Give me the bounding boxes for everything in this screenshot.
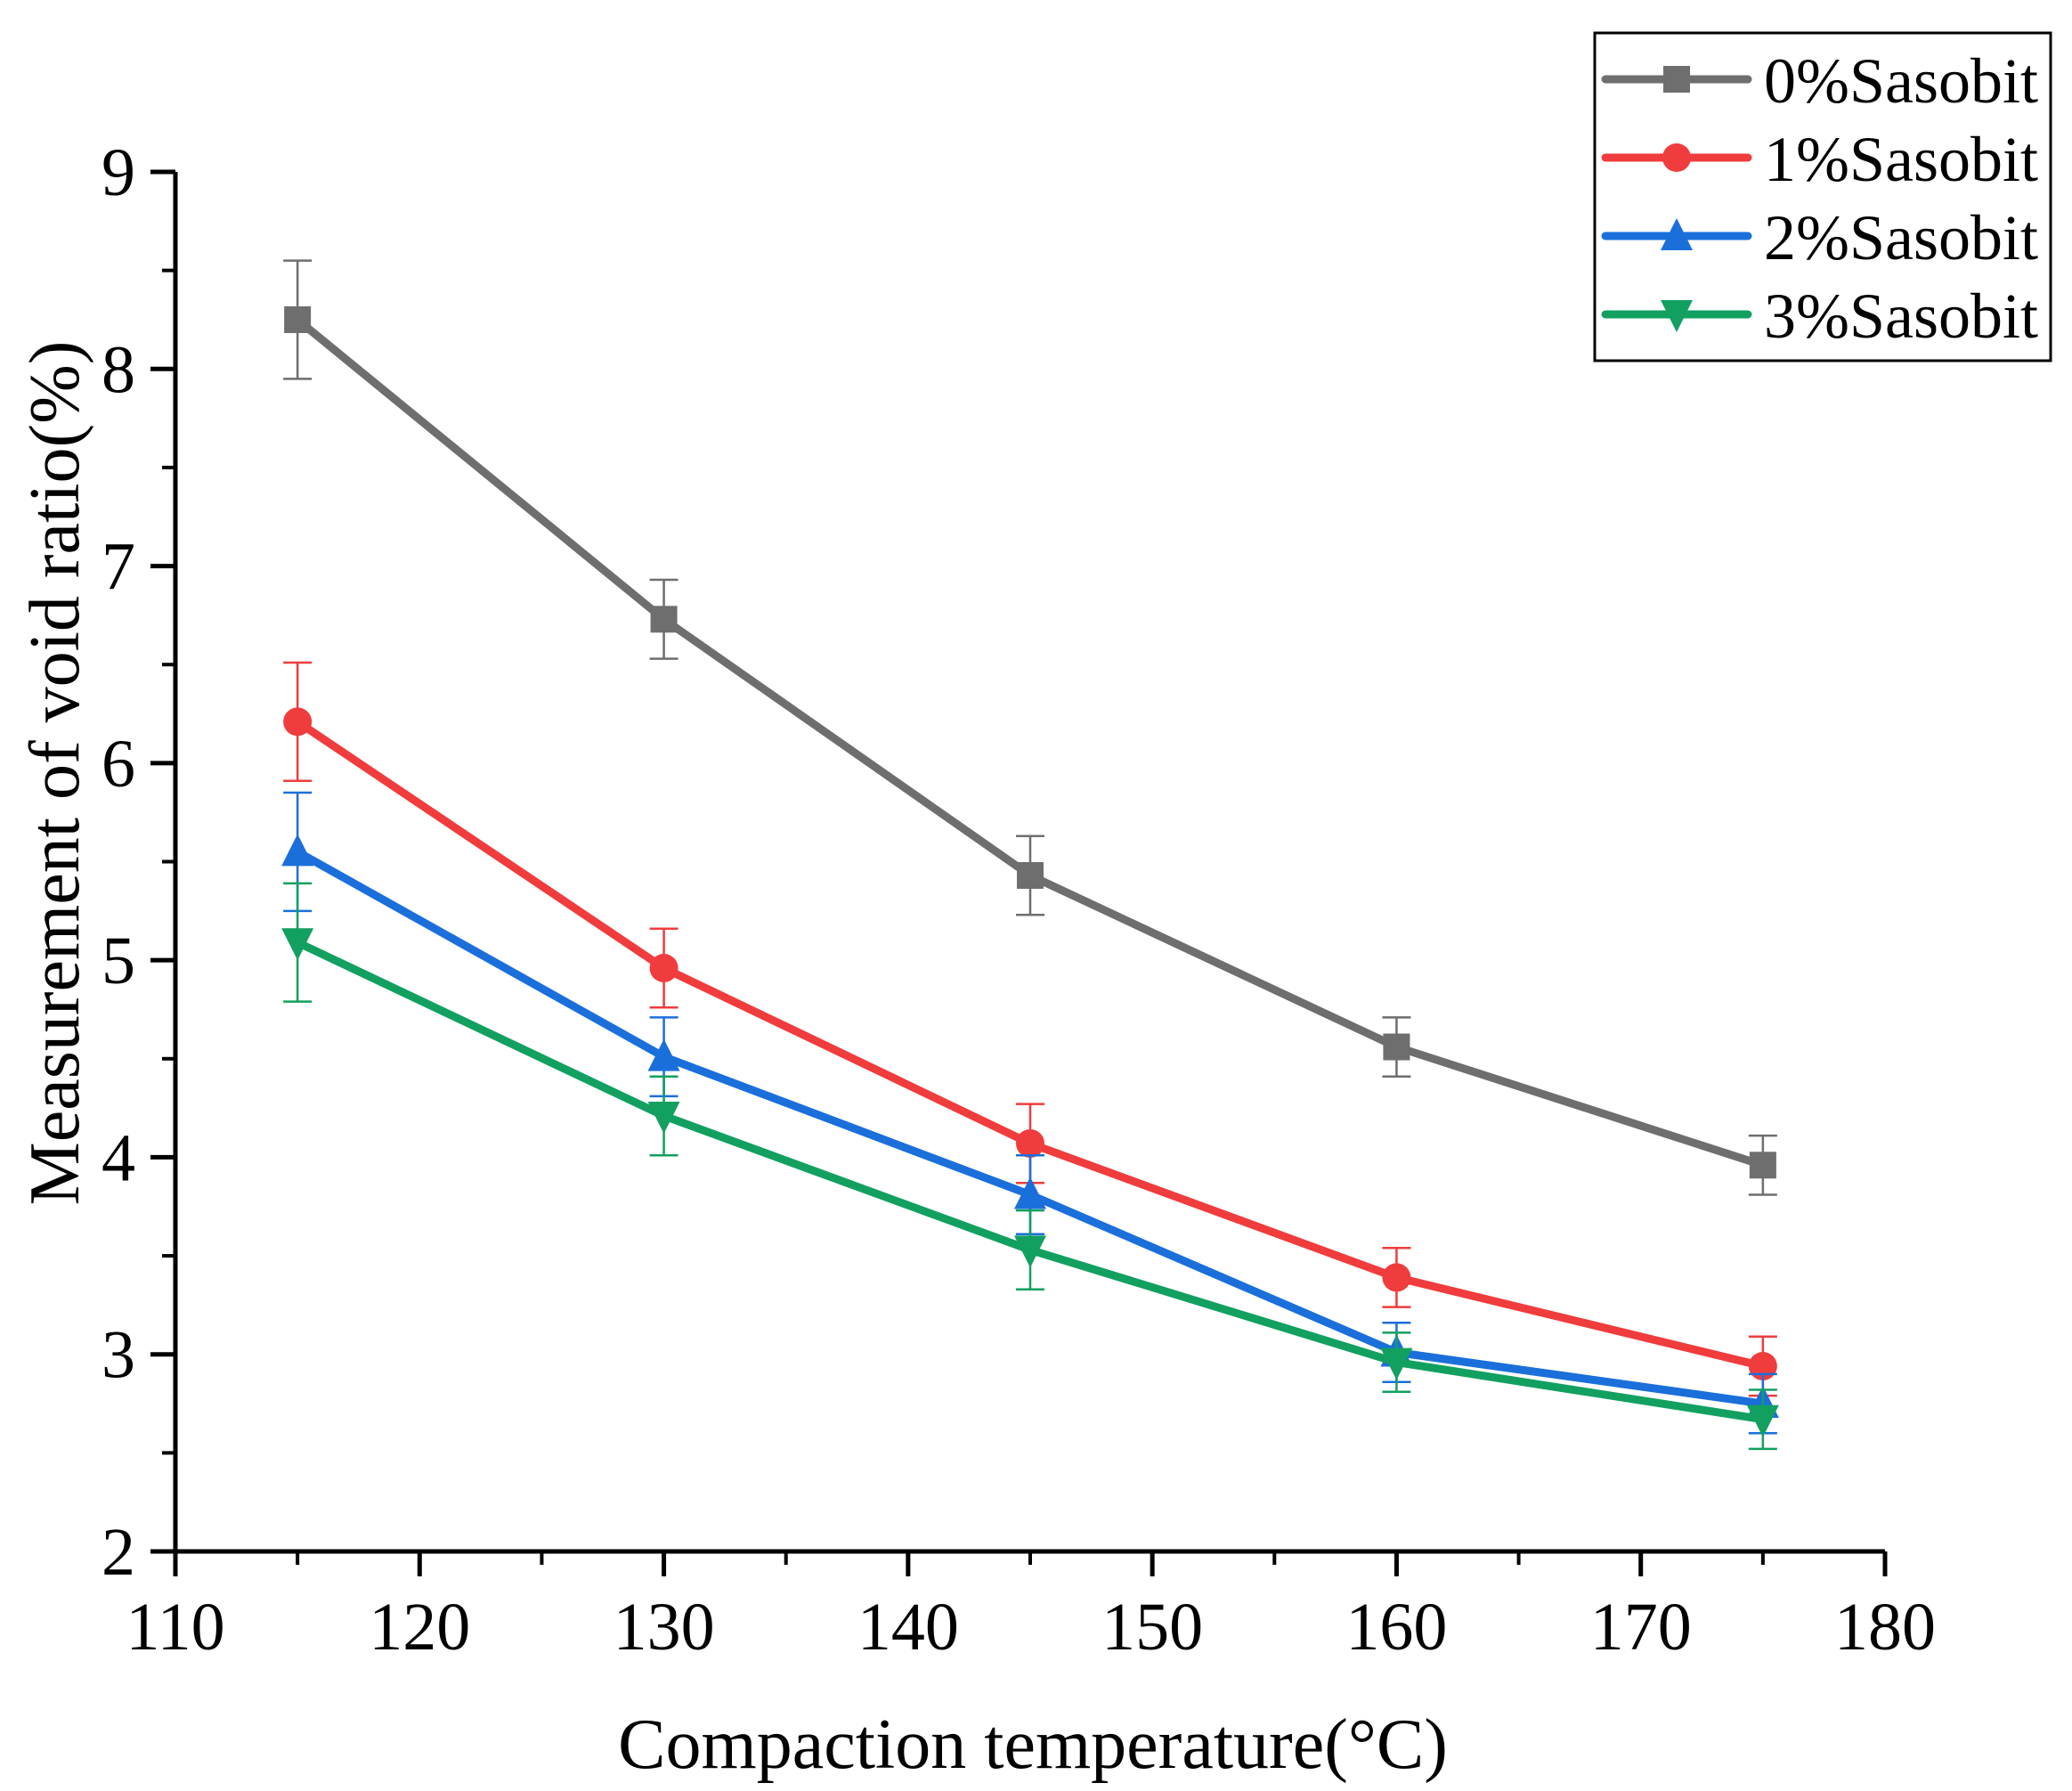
data-point	[649, 953, 678, 982]
data-point	[284, 305, 312, 333]
data-point	[283, 707, 313, 737]
y-tick-label: 7	[102, 530, 135, 605]
legend-swatch-marker	[1662, 143, 1691, 172]
legend-label: 3%Sasobit	[1764, 281, 2038, 352]
data-point	[1017, 861, 1044, 889]
x-tick-label: 110	[126, 1590, 224, 1665]
data-point	[1746, 1404, 1779, 1437]
x-tick-label: 150	[1101, 1590, 1203, 1665]
legend-swatch-marker	[1663, 66, 1690, 93]
y-tick-label: 5	[102, 924, 135, 998]
series-0	[283, 259, 1777, 1196]
x-tick-label: 120	[369, 1590, 470, 1665]
y-tick-label: 4	[102, 1120, 135, 1195]
y-tick-label: 2	[102, 1515, 135, 1590]
series-layer	[281, 259, 1779, 1451]
y-tick-label: 8	[102, 332, 135, 407]
data-point	[281, 834, 314, 867]
legend-item: 3%Sasobit	[1601, 281, 2038, 352]
legend-item: 1%Sasobit	[1601, 124, 2038, 195]
y-axis-label: Measurement of void ratio(%)	[16, 341, 94, 1206]
data-point	[1016, 1128, 1044, 1158]
x-tick-label: 180	[1834, 1590, 1936, 1665]
x-tick-label: 160	[1345, 1590, 1447, 1665]
x-tick-label: 140	[857, 1590, 959, 1665]
data-point	[1014, 1235, 1046, 1268]
y-tick-label: 6	[102, 727, 135, 802]
data-point	[650, 606, 678, 633]
legend-swatch-marker	[1661, 300, 1693, 332]
data-point	[1380, 1347, 1413, 1380]
x-tick-label: 170	[1590, 1590, 1692, 1665]
legend-item: 2%Sasobit	[1601, 202, 2038, 273]
legend-label: 2%Sasobit	[1764, 202, 2038, 273]
series-3	[281, 882, 1779, 1451]
data-point	[281, 928, 314, 961]
data-point	[1014, 1176, 1046, 1209]
legend-label: 1%Sasobit	[1764, 124, 2038, 195]
data-point	[1749, 1152, 1776, 1179]
data-point	[1383, 1033, 1410, 1061]
ticks: 110 120 130 140 150 160 170 180 2 3 4 5 6 7 8 9	[102, 135, 1936, 1665]
x-axis-label: Compaction temperature(°C)	[618, 1706, 1448, 1784]
y-tick-label: 9	[102, 135, 135, 210]
data-point	[647, 1038, 680, 1071]
data-point	[1382, 1263, 1411, 1292]
x-tick-label: 130	[613, 1590, 715, 1665]
legend-item: 0%Sasobit	[1601, 45, 2038, 117]
legend-label: 0%Sasobit	[1764, 45, 2038, 117]
y-tick-label: 3	[102, 1318, 135, 1393]
data-point	[647, 1101, 680, 1134]
legend-swatch-marker	[1661, 218, 1693, 250]
